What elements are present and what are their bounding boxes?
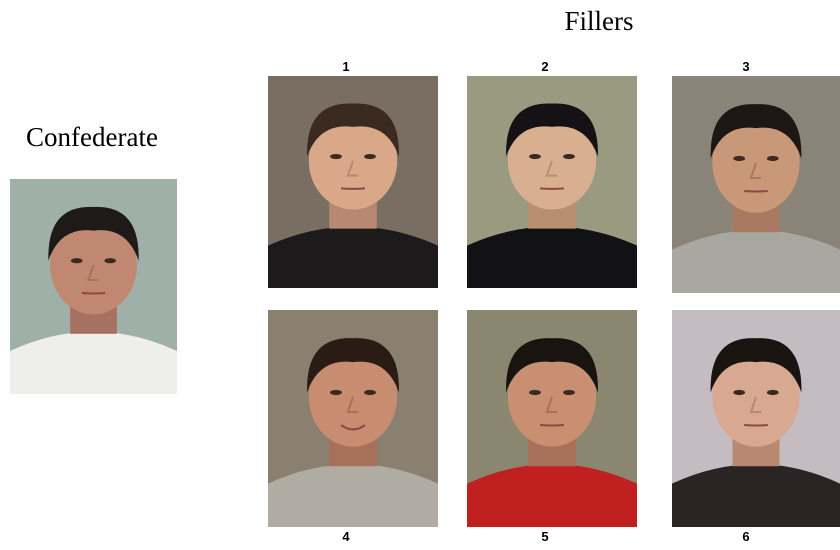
portrait-photo — [268, 310, 438, 527]
mouth — [82, 293, 105, 294]
figure: Confederate Fillers 1 2 3 4 5 6 — [0, 0, 840, 550]
portrait-photo — [268, 76, 438, 288]
photo-number: 6 — [742, 529, 749, 544]
photo-number: 4 — [342, 529, 350, 544]
photo-number: 3 — [742, 59, 749, 74]
portrait-photo — [672, 76, 840, 293]
confederate-label: Confederate — [26, 122, 158, 152]
fillers-title: Fillers — [564, 6, 633, 36]
eye — [767, 390, 779, 395]
mouth — [744, 191, 768, 192]
eye — [330, 154, 342, 159]
mouth — [341, 188, 365, 189]
eye — [364, 390, 376, 395]
eye — [733, 156, 745, 161]
eye — [733, 390, 745, 395]
eye — [104, 258, 116, 263]
photo-number: 2 — [541, 59, 548, 74]
mouth — [540, 425, 564, 426]
eye — [330, 390, 342, 395]
eye — [529, 154, 541, 159]
eye — [529, 390, 541, 395]
mouth — [744, 425, 768, 426]
eye — [767, 156, 779, 161]
eye — [563, 390, 575, 395]
eye — [563, 154, 575, 159]
photo-number: 1 — [342, 59, 349, 74]
eye — [71, 258, 83, 263]
portrait-photo — [467, 76, 637, 288]
photo-number: 5 — [541, 529, 548, 544]
mouth — [540, 188, 564, 189]
portrait-photo — [467, 310, 637, 527]
portrait-photo — [672, 310, 840, 527]
portrait-photo — [10, 179, 177, 394]
eye — [364, 154, 376, 159]
